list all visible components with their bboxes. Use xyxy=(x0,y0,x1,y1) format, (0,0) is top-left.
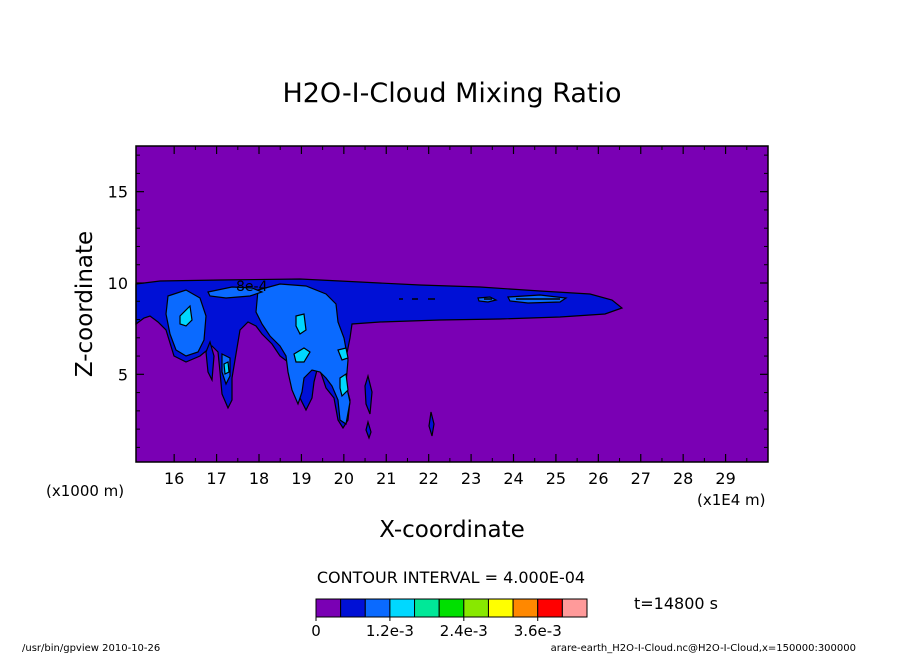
x-tick-label: 20 xyxy=(334,469,354,488)
footer-left: /usr/bin/gpview 2010-10-26 xyxy=(22,643,160,654)
x-tick-label: 25 xyxy=(546,469,566,488)
contour-interval-text: CONTOUR INTERVAL = 4.000E-04 xyxy=(317,568,585,587)
contour-label: 8e-4 xyxy=(236,279,268,295)
colorbar xyxy=(315,598,588,618)
x-tick-label: 22 xyxy=(418,469,438,488)
colorbar-tick-label: 0 xyxy=(311,622,321,640)
colorbar-swatch-7 xyxy=(487,598,514,618)
colorbar-swatch-1 xyxy=(340,598,366,618)
contour-region-level-1-cell-a xyxy=(205,340,215,383)
colorbar-swatch-6 xyxy=(463,598,489,618)
colorbar-swatch-10 xyxy=(561,598,588,618)
colorbar-swatch-5 xyxy=(438,598,465,618)
colorbar-swatch-2 xyxy=(364,598,391,618)
x-tick-label: 16 xyxy=(164,469,184,488)
contour-region-level-3-f xyxy=(223,361,230,375)
contour-region-level-2-upper xyxy=(207,286,264,299)
contour-region-level-3-a xyxy=(179,304,193,327)
chart-title: H2O-I-Cloud Mixing Ratio xyxy=(282,78,621,109)
colorbar-swatch-0 xyxy=(315,598,342,618)
colorbar-swatch-8 xyxy=(512,598,539,618)
colorbar-swatch-4 xyxy=(414,598,440,618)
x-tick-label: 24 xyxy=(503,469,523,488)
x-tick-label: 29 xyxy=(715,469,735,488)
plot-frame xyxy=(135,145,769,463)
y-tick-label: 15 xyxy=(108,183,128,202)
y-tick-label: 10 xyxy=(108,274,128,293)
colorbar-tick-label: 2.4e-3 xyxy=(440,622,488,640)
y-axis-ticks: 5 10 15 xyxy=(108,154,768,448)
x-unit-left: (x1000 m) xyxy=(46,482,124,500)
colorbar-tick-label: 3.6e-3 xyxy=(514,622,562,640)
time-label: t=14800 s xyxy=(634,594,718,613)
x-tick-label: 28 xyxy=(673,469,693,488)
y-axis-label: Z-coordinate xyxy=(72,231,98,377)
x-tick-label: 27 xyxy=(631,469,651,488)
x-unit-right: (x1E4 m) xyxy=(697,491,766,509)
colorbar-labels: 0 1.2e-3 2.4e-3 3.6e-3 xyxy=(311,617,562,640)
contour-region-level-1-cell-c xyxy=(365,419,372,440)
colorbar-swatch-3 xyxy=(389,598,416,618)
x-tick-label: 26 xyxy=(588,469,608,488)
contour-region-level-1-cell-b xyxy=(364,373,373,415)
x-tick-label: 19 xyxy=(291,469,311,488)
colorbar-tick-label: 1.2e-3 xyxy=(366,622,414,640)
footer-right: arare-earth_H2O-I-Cloud.nc@H2O-I-Cloud,x… xyxy=(551,643,856,654)
x-axis-label: X-coordinate xyxy=(379,517,525,543)
x-tick-label: 23 xyxy=(461,469,481,488)
contour-region-level-3-c xyxy=(293,347,311,363)
contour-region-level-1-cell-d xyxy=(428,411,435,437)
contour-region-level-3-d xyxy=(337,347,349,361)
x-tick-label: 18 xyxy=(249,469,269,488)
x-tick-label: 21 xyxy=(376,469,396,488)
x-axis-ticks: 16 17 18 19 20 21 22 23 24 25 26 27 28 29 xyxy=(164,146,748,488)
x-tick-label: 17 xyxy=(206,469,226,488)
contour-region-level-3-e xyxy=(339,372,349,398)
y-tick-label: 5 xyxy=(118,365,128,384)
colorbar-swatch-9 xyxy=(537,598,563,618)
contour-region-level-3-b xyxy=(295,313,307,335)
